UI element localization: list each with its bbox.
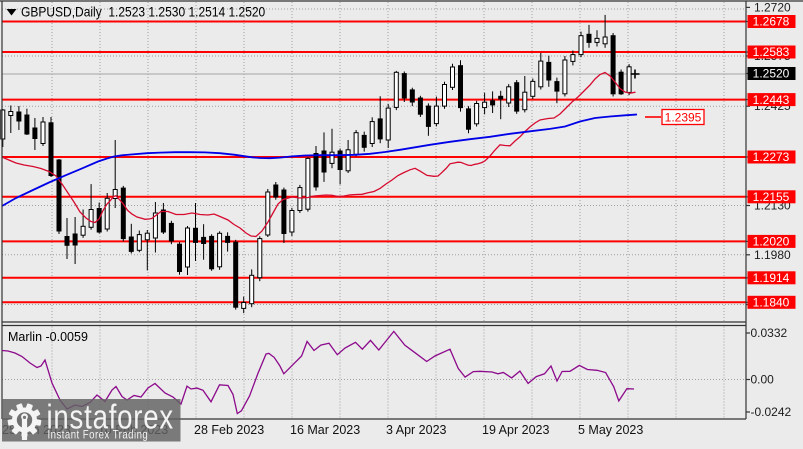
svg-text:0.0332: 0.0332 — [751, 326, 788, 340]
svg-text:1.1980: 1.1980 — [754, 248, 791, 262]
svg-text:1.2395: 1.2395 — [665, 110, 702, 124]
svg-text:Instant Forex Trading: Instant Forex Trading — [48, 429, 149, 442]
svg-text:1.2443: 1.2443 — [753, 93, 790, 107]
svg-text:1.1914: 1.1914 — [753, 271, 790, 285]
svg-text:1.2720: 1.2720 — [754, 0, 791, 14]
svg-text:1.2273: 1.2273 — [753, 150, 790, 164]
svg-text:1.2155: 1.2155 — [753, 190, 790, 204]
svg-text:1.2678: 1.2678 — [753, 15, 790, 29]
svg-text:28 Feb 2023: 28 Feb 2023 — [194, 423, 264, 437]
svg-text:1.1840: 1.1840 — [753, 296, 790, 310]
svg-text:16 Mar 2023: 16 Mar 2023 — [290, 423, 360, 437]
svg-text:instaforex: instaforex — [47, 398, 174, 436]
svg-text:1.2020: 1.2020 — [753, 235, 790, 249]
svg-text:0.00: 0.00 — [751, 373, 775, 387]
svg-text:5 May 2023: 5 May 2023 — [578, 423, 643, 437]
svg-text:1.2520: 1.2520 — [753, 67, 790, 81]
svg-text:1.2583: 1.2583 — [753, 45, 790, 59]
svg-text:GBPUSD,Daily 1.2523 1.2530 1.: GBPUSD,Daily 1.2523 1.2530 1.2514 1.2520 — [21, 4, 265, 20]
svg-text:3 Apr 2023: 3 Apr 2023 — [386, 423, 447, 437]
svg-text:19 Apr 2023: 19 Apr 2023 — [482, 423, 549, 437]
svg-text:-0.0242: -0.0242 — [751, 405, 792, 419]
svg-text:Marlin -0.0059: Marlin -0.0059 — [8, 330, 88, 344]
